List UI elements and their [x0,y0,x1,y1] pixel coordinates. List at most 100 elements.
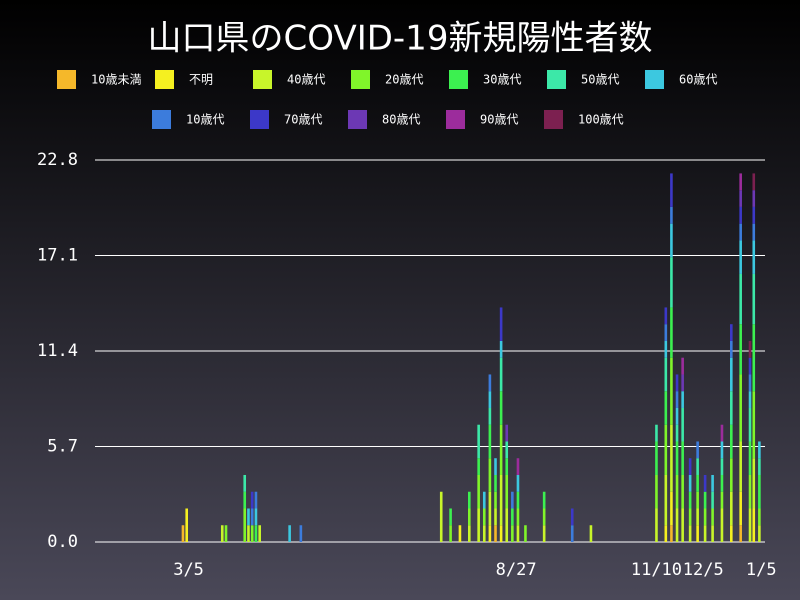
bar-segment [739,223,742,241]
bar-segment [494,458,497,475]
bar-segment [655,441,658,475]
bar-segment [752,240,756,274]
bar-segment [675,374,679,392]
bar-segment [524,525,527,542]
legend-swatch [547,70,566,89]
bar-segment [739,374,742,442]
bar-segment [499,474,503,526]
bar-segment [664,340,668,358]
bar-segment [449,525,452,542]
bar-segment [670,206,673,224]
bar-segment [730,458,733,492]
bar-segment [247,508,250,526]
legend-label: 50歳代 [581,73,619,87]
bar-segment [681,441,684,475]
bar-segment [511,491,514,509]
legend-label: 10歳未満 [91,73,141,87]
legend-swatch [645,70,664,89]
bar-segment [670,173,673,207]
bar-segment [499,391,503,425]
y-tick-label: 22.8 [37,150,78,170]
bar-segment [516,491,520,509]
bar-segment [664,391,668,425]
bar-segment [681,407,684,442]
bar-segment [499,357,503,392]
bar-segment [696,458,699,475]
bar-segment [739,190,742,207]
bar-segment [494,508,497,526]
bar-segment [655,508,658,542]
bar-segment [748,357,752,375]
bar-segment [181,525,185,542]
bar-segment [730,340,733,358]
legend-label: 60歳代 [679,73,717,87]
bar-segment [488,407,492,425]
bar-segment [730,525,733,542]
x-tick-label: 11/10 [631,560,682,580]
bar-segment [439,491,443,542]
bar-segment [758,441,761,459]
legend-swatch [155,70,174,89]
bar-segment [752,273,756,325]
bar-segment [730,491,733,526]
bar-segment [458,525,462,542]
bar-segment [730,391,733,425]
bar-segment [655,424,658,442]
bar-segment [670,525,673,542]
legend-swatch [351,70,370,89]
chart-title: 山口県のCOVID-19新規陽性者数 [148,19,653,59]
bar-segment [675,441,679,475]
bar-segment [664,324,668,341]
bar-segment [670,357,673,425]
legend-label: 40歳代 [287,73,325,87]
bar-segment [758,474,761,509]
y-tick-label: 5.7 [47,437,78,457]
bar-segment [482,491,486,509]
bar-segment [247,525,250,542]
bar-segment [224,525,228,542]
legend-swatch [152,110,171,129]
bar-segment [703,525,707,542]
bar-segment [758,458,761,475]
bar-segment [752,391,756,459]
bar-segment [488,525,492,542]
bar-segment [752,508,756,542]
bar-segment [748,474,752,509]
bar-segment [449,508,452,526]
bar-segment [505,474,509,509]
bar-segment [696,525,699,542]
bar-segment [477,424,480,459]
bar-segment [720,491,724,509]
y-tick-label: 0.0 [47,532,78,552]
bar-segment [730,324,733,341]
bar-segment [220,525,224,542]
bar-segment [670,491,673,526]
bar-segment [664,525,668,542]
bar-segment [664,307,668,325]
bar-segment [675,407,679,425]
bar-segment [570,525,574,542]
bar-segment [675,508,679,542]
bar-segment [670,257,673,308]
bar-segment [752,173,756,191]
bar-segment [696,474,699,492]
legend-label: 不明 [189,73,213,87]
bar-segment [254,491,258,509]
bar-segment [730,357,733,392]
bar-segment [482,525,486,542]
bar-segment [739,173,742,191]
y-tick-label: 11.4 [37,341,78,361]
bar-segment [711,508,714,526]
bar-segment [258,525,261,542]
bar-segment [675,391,679,408]
bar-segment [499,525,503,542]
bar-segment [748,441,752,475]
bar-segment [254,525,258,542]
bar-segment [655,474,658,509]
bar-segment [570,508,574,526]
bar-segment [748,508,752,542]
legend-swatch [250,110,269,129]
bar-segment [670,307,673,358]
bar-segment [488,458,492,492]
bar-segment [494,474,497,492]
